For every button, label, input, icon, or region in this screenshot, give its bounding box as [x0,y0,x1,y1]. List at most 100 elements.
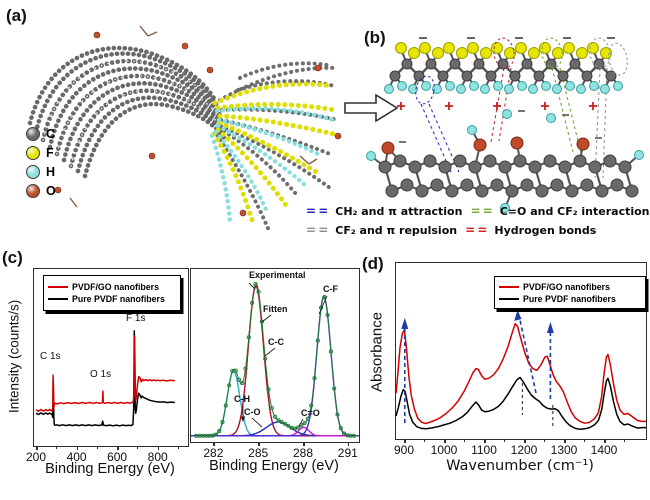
legend-row-oxygen: O [26,183,56,198]
survey-legend-row-red: PVDF/GO nanofibers [48,282,176,292]
attraction-dash-swatch: = = [306,204,328,218]
ftir-y-axis-label: Absorbance [368,311,386,393]
x-minor-tick [504,439,505,442]
x-minor-tick [624,439,625,442]
x-tick [303,442,305,446]
right-arrow-icon [344,93,399,123]
ftir-legend-label: Pure PVDF nanofibers [523,293,616,304]
black-line-swatch [48,298,68,300]
atom-color-legend: C F H O [26,126,56,198]
x-tick [258,442,260,446]
x-tick-label: 291 [337,446,358,460]
attraction-label: CH₂ and π attraction [335,205,463,218]
black-line-swatch [499,297,519,300]
x-minor-tick [424,439,425,442]
x-minor-tick [56,446,58,449]
cf-component-label: C-F [323,284,338,294]
survey-x-axis-label: Binding Energy (eV) [45,461,175,477]
red-line-swatch [499,285,519,288]
x-tick [117,446,119,450]
survey-legend-label: Pure PVDF nanofibers [72,294,165,304]
x-minor-tick [584,439,585,442]
xps-survey-plot: PVDF/GO nanofibers Pure PVDF nanofibers … [26,268,189,464]
fit-label: Fitten [263,304,288,314]
arrow-head-2 [514,310,522,321]
cc-component-label: C-C [268,337,284,347]
x-tick [36,446,38,450]
legend-label: F [46,145,54,160]
ftir-legend-row-red: PVDF/GO nanofibers [499,282,641,292]
survey-legend: PVDF/GO nanofibers Pure PVDF nanofibers [43,275,181,311]
x-tick [564,439,566,443]
x-minor-tick [96,446,98,449]
x-tick-label: 288 [292,446,314,460]
x-tick [604,439,606,443]
x-tick-label: 900 [393,443,415,457]
legend-label: H [46,164,56,179]
hbond-label: Hydrogen bonds [494,224,597,237]
x-tick [347,442,350,446]
xps-survey-curves [35,330,175,427]
xps-c1s-fit-plot: Experimental Fitten C-C C-F C-H C-O C=O … [190,268,360,460]
f1s-peak-label: F 1s [126,313,146,324]
legend-label: O [46,183,56,198]
x-tick-label: 1300 [550,443,578,457]
co-cf2-label: C=O and CF₂ interaction [499,205,650,218]
interaction-legend-row-2: = = CF₂ and π repulsion = = Hydrogen bon… [306,223,650,237]
panel-c-label: (c) [2,248,23,267]
ftir-legend: PVDF/GO nanofibers Pure PVDF nanofibers [494,276,646,309]
xps-c1s-fit-curves [191,282,359,438]
panel-d-label: (d) [362,254,384,273]
co-cf2-dash-swatch: = = [470,204,492,218]
oxygen-atom-icon [26,183,40,198]
x-tick-label: 1100 [471,443,497,457]
x-tick [524,439,526,443]
x-tick-label: 200 [25,450,47,464]
ch-component-label: C-H [234,394,250,404]
panel-a-label: (a) [6,6,27,25]
legend-row-hydrogen: H [26,164,56,179]
x-minor-tick [137,446,139,449]
co-component-label: C-O [244,407,261,417]
survey-legend-row-black: Pure PVDF nanofibers [48,294,176,304]
x-tick [213,442,215,446]
arrow-head-1 [401,318,409,329]
x-tick-label: 282 [203,446,224,460]
x-tick [484,439,486,443]
x-tick-label: 1400 [590,443,618,457]
x-tick-label: 1200 [510,443,538,457]
hydrogen-atom-icon [26,164,40,179]
fit-annotation-leaders [240,282,328,428]
red-line-swatch [48,286,68,288]
x-tick-label: 400 [66,450,87,464]
nanofiber-molecular-model [27,25,342,235]
x-tick [444,439,446,443]
pvdf-go-interaction-diagram [366,37,644,213]
x-tick-label: 600 [107,450,128,464]
x-tick [76,446,79,450]
legend-row-carbon: C [26,126,56,141]
ftir-legend-label: PVDF/GO nanofibers [523,281,611,292]
panel-b-label: (b) [364,28,386,47]
x-minor-tick [544,439,545,442]
cdo-component-label: C=O [301,408,320,418]
fit-x-axis-label: Binding Energy (eV) [209,458,339,474]
x-minor-tick [464,439,465,442]
legend-label: C [46,126,56,141]
legend-row-fluorine: F [26,145,56,160]
repulsion-label: CF₂ and π repulsion [335,224,458,237]
ftir-x-axis-label: Wavenumber (cm⁻¹) [446,458,594,474]
x-tick-label: 800 [147,450,168,464]
interaction-legend-row-1: = = CH₂ and π attraction = = C=O and CF₂… [306,204,650,218]
arrow-head-3 [546,322,554,333]
ftir-legend-row-black: Pure PVDF nanofibers [499,294,641,304]
c1s-peak-label: C 1s [40,351,61,362]
x-tick-label: 1000 [430,443,458,457]
fluorine-atom-icon [26,145,40,160]
x-tick [157,446,160,450]
interaction-legend: = = CH₂ and π attraction = = C=O and CF₂… [306,204,650,237]
survey-y-axis-label: Intensity (counts/s) [6,299,22,414]
repulsion-dash-swatch: = = [306,223,328,237]
ftir-arrows [401,310,554,426]
